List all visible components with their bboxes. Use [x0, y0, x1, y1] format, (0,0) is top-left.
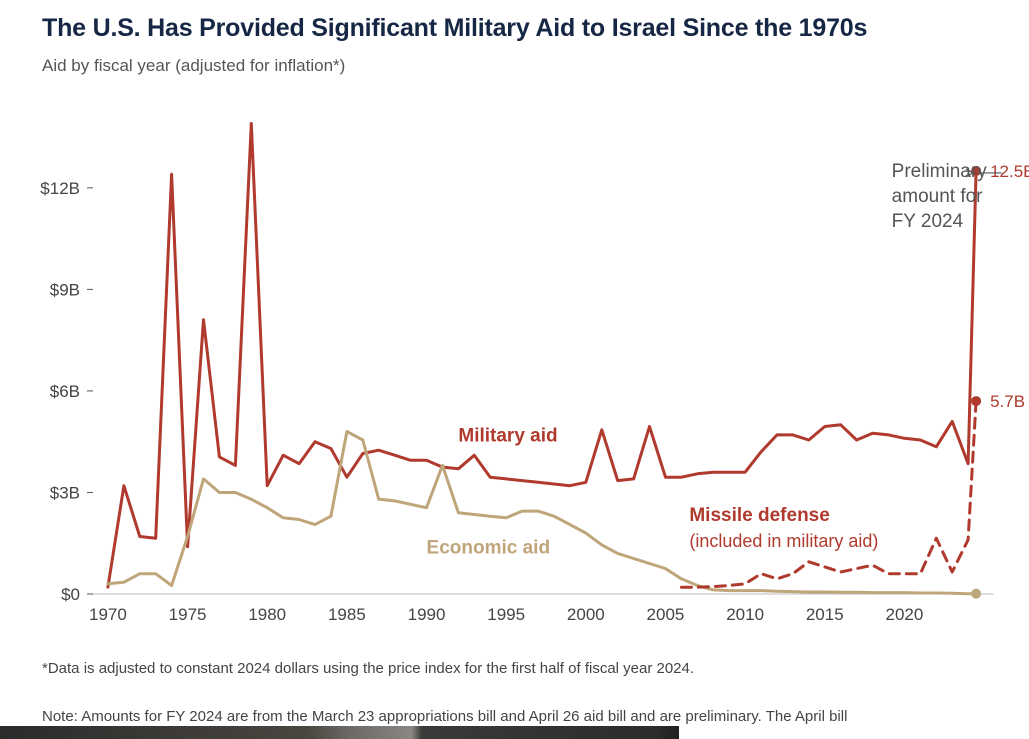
x-tick-label: 1985	[328, 605, 366, 624]
footnote: *Data is adjusted to constant 2024 dolla…	[42, 660, 695, 677]
y-tick-label: $0	[61, 585, 80, 604]
x-tick-label: 2010	[726, 605, 764, 624]
economic-aid-line	[106, 430, 978, 596]
annotation-arrow-head	[965, 168, 975, 178]
x-tick-label: 1980	[248, 605, 286, 624]
x-tick-label: 1990	[408, 605, 446, 624]
end-value-label: 12.5B	[990, 162, 1029, 181]
note: Note: Amounts for FY 2024 are from the M…	[42, 708, 848, 725]
x-tick-label: 1975	[169, 605, 207, 624]
annotation-text: Preliminary	[892, 161, 988, 182]
annotation-text: FY 2024	[892, 211, 964, 232]
end-value-dot	[971, 396, 982, 407]
bottom-scroll-bar	[0, 726, 1029, 739]
missile-defense-line	[679, 399, 978, 589]
chart-title: The U.S. Has Provided Significant Milita…	[42, 14, 868, 42]
military-aid-line	[106, 122, 978, 589]
y-tick-label: $12B	[40, 179, 80, 198]
x-tick-label: 2020	[886, 605, 924, 624]
y-tick-label: $6B	[50, 382, 80, 401]
economic-aid-end-dot	[971, 588, 982, 599]
x-tick-label: 2005	[647, 605, 685, 624]
x-tick-label: 2000	[567, 605, 605, 624]
chart-subtitle: Aid by fiscal year (adjusted for inflati…	[42, 56, 346, 75]
x-tick-label: 1995	[487, 605, 525, 624]
y-tick-label: $9B	[50, 280, 80, 299]
y-tick-label: $3B	[50, 483, 80, 502]
annotation-text: amount for	[892, 186, 983, 207]
economic-aid-label: Economic aid	[427, 537, 551, 558]
x-tick-label: 1970	[89, 605, 127, 624]
x-tick-label: 2015	[806, 605, 844, 624]
missile-defense-label: Missile defense	[689, 505, 829, 526]
end-value-label: 5.7B	[990, 392, 1025, 411]
military-aid-label: Military aid	[458, 426, 557, 447]
missile-defense-label-note: (included in military aid)	[689, 531, 878, 551]
